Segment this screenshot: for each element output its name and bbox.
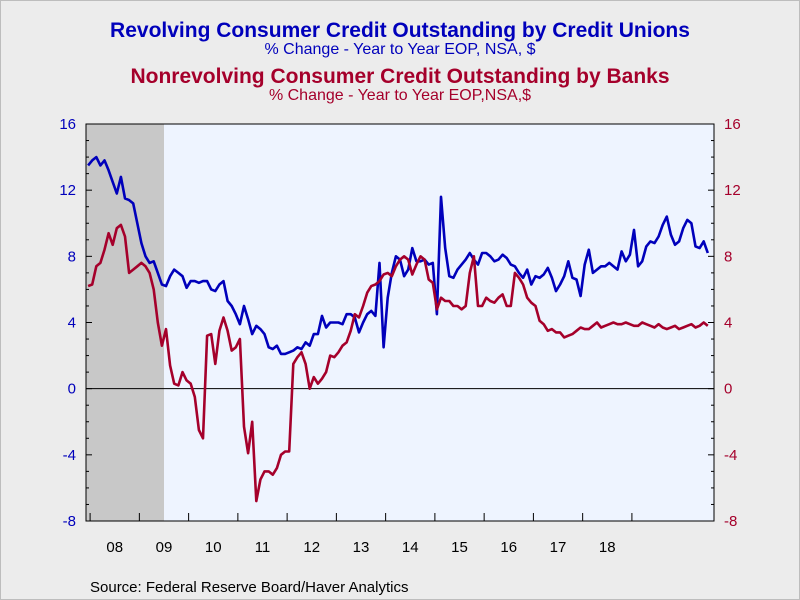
x-tick-label: 17 bbox=[550, 539, 567, 556]
x-tick-label: 14 bbox=[402, 539, 419, 556]
x-tick-label: 10 bbox=[205, 539, 222, 556]
chart-title-revolving: Revolving Consumer Credit Outstanding by… bbox=[110, 19, 690, 42]
chart-title-nonrevolving: Nonrevolving Consumer Credit Outstanding… bbox=[130, 65, 670, 88]
y-tick-label-right: 8 bbox=[724, 248, 732, 265]
source-note: Source: Federal Reserve Board/Haver Anal… bbox=[90, 579, 409, 596]
chart-subtitle-revolving: % Change - Year to Year EOP, NSA, $ bbox=[264, 41, 536, 58]
y-tick-label-left: 8 bbox=[68, 248, 76, 265]
x-tick-label: 13 bbox=[353, 539, 370, 556]
y-tick-label-left: 0 bbox=[68, 381, 76, 398]
series-line-nonrevolving bbox=[87, 223, 709, 503]
y-tick-label-right: -8 bbox=[724, 513, 737, 530]
y-tick-label-left: 4 bbox=[68, 315, 76, 332]
chart-subtitle-nonrevolving: % Change - Year to Year EOP,NSA,$ bbox=[268, 87, 532, 104]
plot-area bbox=[86, 124, 714, 521]
x-tick-label: 12 bbox=[303, 539, 320, 556]
y-tick-label-right: 0 bbox=[724, 381, 732, 398]
x-tick-label: 08 bbox=[106, 539, 123, 556]
y-tick-label-left: -8 bbox=[63, 513, 76, 530]
series-line-revolving bbox=[87, 155, 710, 356]
y-tick-label-right: 16 bbox=[724, 116, 741, 133]
y-tick-label-right: -4 bbox=[724, 447, 737, 464]
y-tick-label-right: 12 bbox=[724, 182, 741, 199]
x-tick-label: 16 bbox=[500, 539, 517, 556]
x-tick-label: 18 bbox=[599, 539, 616, 556]
x-tick-label: 15 bbox=[451, 539, 468, 556]
y-tick-label-right: 4 bbox=[724, 315, 732, 332]
x-tick-label: 09 bbox=[156, 539, 173, 556]
y-tick-label-left: 12 bbox=[59, 182, 76, 199]
y-tick-label-left: -4 bbox=[63, 447, 76, 464]
y-tick-label-left: 16 bbox=[59, 116, 76, 133]
x-tick-label: 11 bbox=[255, 539, 271, 556]
recession-shading bbox=[86, 124, 164, 521]
